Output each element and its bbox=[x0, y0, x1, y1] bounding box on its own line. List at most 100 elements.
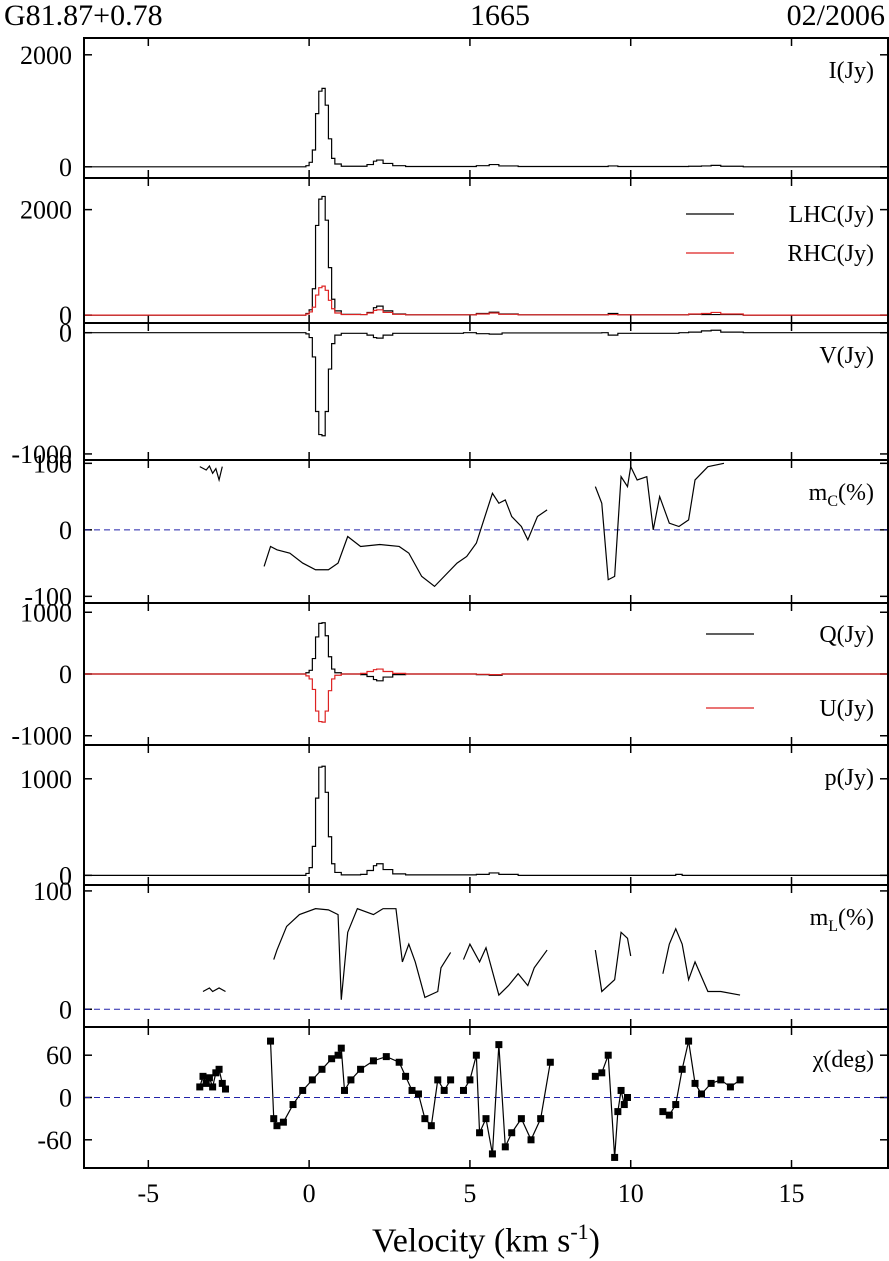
series-mL-0-line-2 bbox=[462, 942, 548, 997]
panel-label-mL: mL(%) bbox=[810, 905, 874, 935]
data-point bbox=[414, 1090, 422, 1098]
panel-label-mL-main: m bbox=[810, 905, 829, 931]
series-mc-0-line-0 bbox=[199, 464, 223, 483]
x-axis-label: Velocity (km s-1) bbox=[84, 1212, 888, 1261]
data-point bbox=[624, 1094, 632, 1101]
x-tick-label: 10 bbox=[618, 1179, 644, 1208]
data-point bbox=[334, 1051, 342, 1059]
y-tick-label: 0 bbox=[59, 660, 72, 689]
data-point bbox=[691, 1079, 699, 1087]
data-point bbox=[279, 1118, 287, 1126]
data-point bbox=[299, 1086, 307, 1094]
panel-frame bbox=[83, 322, 889, 461]
data-point bbox=[369, 1057, 377, 1065]
y-tick-label: 0 bbox=[59, 153, 72, 182]
data-point bbox=[328, 1055, 336, 1063]
data-point bbox=[685, 1037, 693, 1045]
y-tick-label: 100 bbox=[33, 449, 72, 478]
panel-QU: 1000 0 -1000 Q(Jy) U(Jy) bbox=[11, 598, 888, 751]
y-tick-label: 1000 bbox=[20, 765, 72, 794]
y-tick-label: 1000 bbox=[20, 598, 72, 627]
data-point bbox=[598, 1069, 606, 1077]
panel-frame bbox=[83, 744, 889, 886]
y-tick-label: -1000 bbox=[11, 722, 72, 751]
data-point bbox=[215, 1065, 223, 1073]
y-tick-label: 0 bbox=[59, 1084, 72, 1113]
series-mL-0-line-3 bbox=[594, 931, 632, 993]
data-point bbox=[546, 1058, 554, 1066]
data-point bbox=[421, 1115, 429, 1123]
panel-frame bbox=[83, 1026, 889, 1169]
data-point bbox=[466, 1076, 474, 1084]
data-point bbox=[482, 1115, 490, 1123]
data-point bbox=[697, 1090, 705, 1098]
series-mL-0-line-0 bbox=[202, 987, 226, 993]
data-point bbox=[495, 1041, 503, 1049]
data-point bbox=[726, 1083, 734, 1091]
series-I-0-line-0 bbox=[84, 87, 888, 168]
x-tick-label: 0 bbox=[303, 1179, 316, 1208]
data-point bbox=[209, 1083, 217, 1091]
legend-label-rhc: RHC(Jy) bbox=[787, 241, 874, 267]
data-point bbox=[347, 1076, 355, 1084]
panel-frame bbox=[83, 177, 889, 324]
x-axis-label-text: Velocity (km s bbox=[372, 1222, 571, 1260]
data-point bbox=[604, 1051, 612, 1059]
panel-label-mc-sub: C bbox=[827, 493, 838, 510]
series-mc-0-line-1 bbox=[263, 491, 548, 588]
data-point bbox=[617, 1086, 625, 1094]
data-point bbox=[196, 1083, 204, 1091]
y-tick-label: -60 bbox=[37, 1126, 72, 1155]
panel-frame bbox=[83, 37, 889, 179]
panel-frame bbox=[83, 459, 889, 604]
data-point bbox=[273, 1122, 281, 1130]
data-point bbox=[402, 1072, 410, 1080]
data-point bbox=[199, 1072, 207, 1080]
data-point bbox=[440, 1086, 448, 1094]
data-point bbox=[340, 1086, 348, 1094]
data-point bbox=[395, 1058, 403, 1066]
data-point bbox=[476, 1129, 484, 1137]
y-tick-label: -1000 bbox=[11, 440, 72, 469]
data-point bbox=[459, 1086, 467, 1094]
legend-label-lhc: LHC(Jy) bbox=[789, 202, 874, 228]
y-tick-label: 0 bbox=[59, 995, 72, 1024]
observation-date: 02/2006 bbox=[786, 0, 885, 32]
legend-label-u: U(Jy) bbox=[819, 696, 874, 722]
panel-V: 0 -1000 V(Jy) bbox=[11, 319, 888, 469]
data-point bbox=[591, 1072, 599, 1080]
x-axis-label-exponent: -1 bbox=[570, 1219, 589, 1244]
data-point bbox=[527, 1136, 535, 1144]
y-tick-label: 2000 bbox=[20, 196, 72, 225]
x-axis-label-close: ) bbox=[588, 1222, 600, 1260]
panel-I: 0 2000 I(Jy) bbox=[20, 38, 888, 182]
y-tick-label: -100 bbox=[24, 582, 72, 611]
series-LHC_RHC-1-line-0 bbox=[84, 285, 888, 316]
source-name: G81.87+0.78 bbox=[4, 0, 163, 32]
data-point bbox=[408, 1086, 416, 1094]
data-point bbox=[614, 1108, 622, 1116]
y-tick-label: 100 bbox=[33, 877, 72, 906]
panel-mL: 100 0 mL(%) bbox=[33, 877, 888, 1027]
panel-chi: 60 0 -60 χ(deg) bbox=[37, 1027, 888, 1168]
data-point bbox=[665, 1111, 673, 1119]
panel-label-chi: χ(deg) bbox=[812, 1047, 874, 1073]
data-point bbox=[427, 1122, 435, 1130]
data-point bbox=[472, 1051, 480, 1059]
data-point bbox=[267, 1037, 275, 1045]
y-tick-label: 0 bbox=[59, 861, 72, 890]
panel-label-mL-unit: (%) bbox=[838, 905, 874, 931]
data-point bbox=[678, 1065, 686, 1073]
data-point bbox=[517, 1115, 525, 1123]
x-tick-label: 5 bbox=[463, 1179, 476, 1208]
data-point bbox=[382, 1053, 390, 1061]
y-tick-label: 0 bbox=[59, 516, 72, 545]
y-tick-label: 0 bbox=[59, 319, 72, 348]
series-mL-0-line-1 bbox=[273, 907, 452, 1000]
series-mc-0-line-2 bbox=[594, 462, 725, 581]
data-point bbox=[434, 1076, 442, 1084]
data-point bbox=[488, 1150, 496, 1158]
panel-label-p: p(Jy) bbox=[825, 765, 874, 791]
panel-label-I: I(Jy) bbox=[829, 58, 874, 84]
